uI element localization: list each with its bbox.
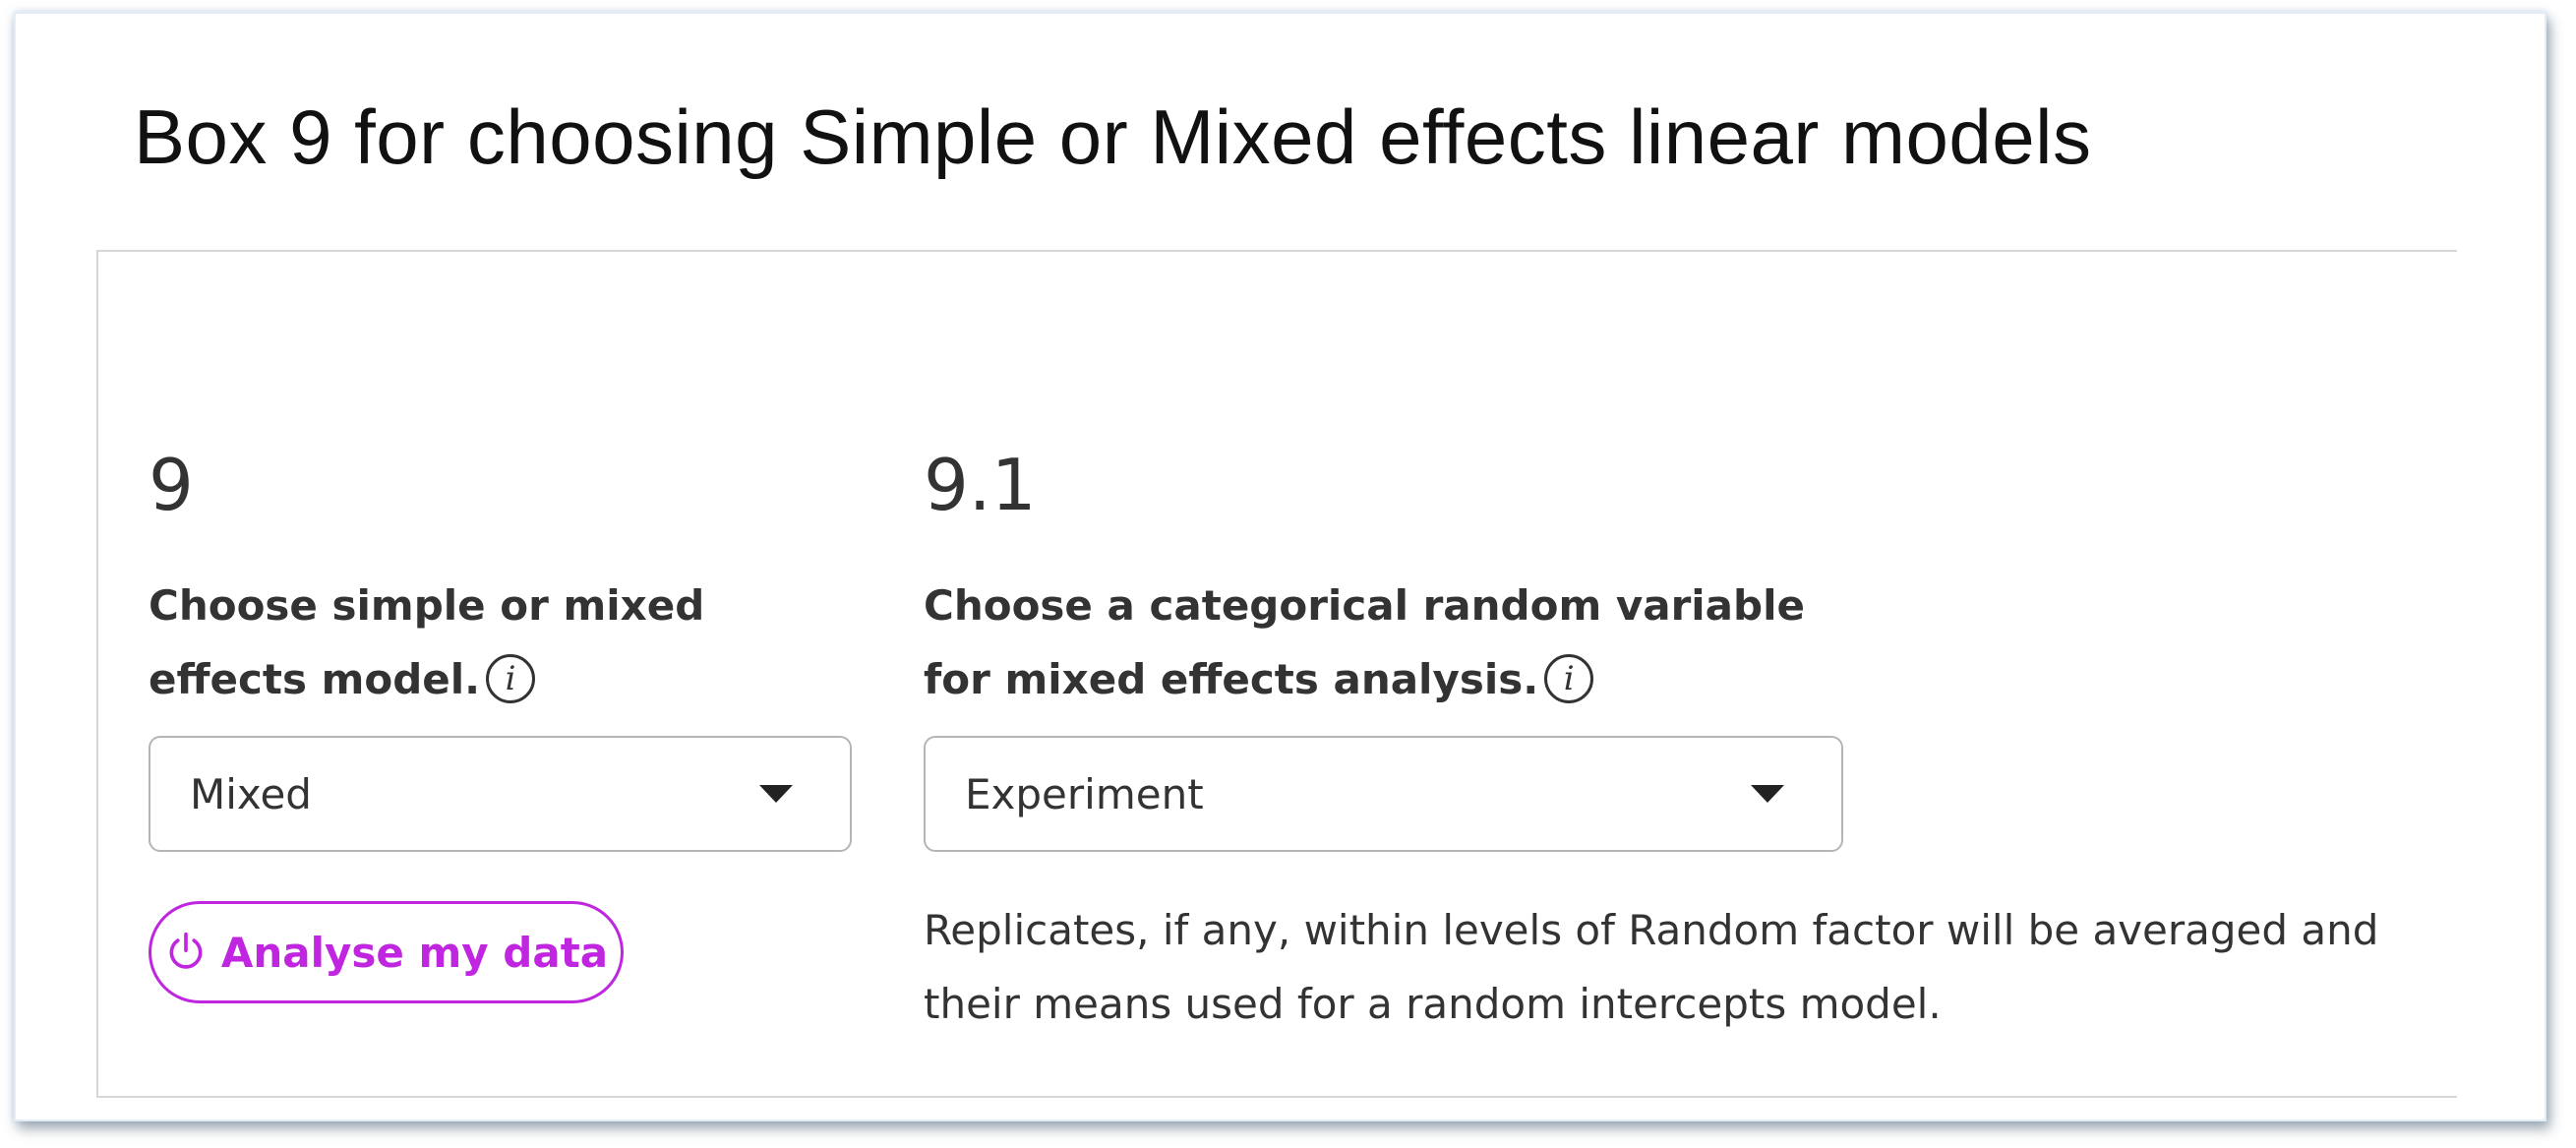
slide-frame: Box 9 for choosing Simple or Mixed effec…: [14, 12, 2546, 1121]
model-type-label: Choose simple or mixed effects model. i: [149, 569, 852, 716]
step-number: 9: [149, 444, 194, 526]
chevron-down-icon: [759, 785, 793, 803]
model-type-select-value: Mixed: [190, 769, 312, 818]
replicates-note: Replicates, if any, within levels of Ran…: [924, 906, 2379, 1028]
random-variable-select-value: Experiment: [965, 769, 1204, 818]
power-icon: [169, 932, 203, 969]
info-icon[interactable]: i: [1544, 653, 1594, 703]
page-title: Box 9 for choosing Simple or Mixed effec…: [134, 93, 2092, 180]
random-variable-label: Choose a categorical random variable for…: [924, 569, 1868, 716]
random-variable-label-text: Choose a categorical random variable for…: [924, 581, 1805, 703]
chevron-down-icon: [1751, 785, 1784, 803]
options-panel: 9 Choose simple or mixed effects model. i…: [96, 250, 2457, 1098]
analyse-button-label: Analyse my data: [220, 928, 609, 977]
model-type-label-text: Choose simple or mixed effects model.: [149, 581, 705, 703]
random-variable-select[interactable]: Experiment: [924, 736, 1843, 852]
model-type-select[interactable]: Mixed: [149, 736, 852, 852]
analyse-my-data-button[interactable]: Analyse my data: [149, 901, 624, 1003]
step-number: 9.1: [924, 444, 1037, 526]
info-icon[interactable]: i: [486, 653, 536, 703]
